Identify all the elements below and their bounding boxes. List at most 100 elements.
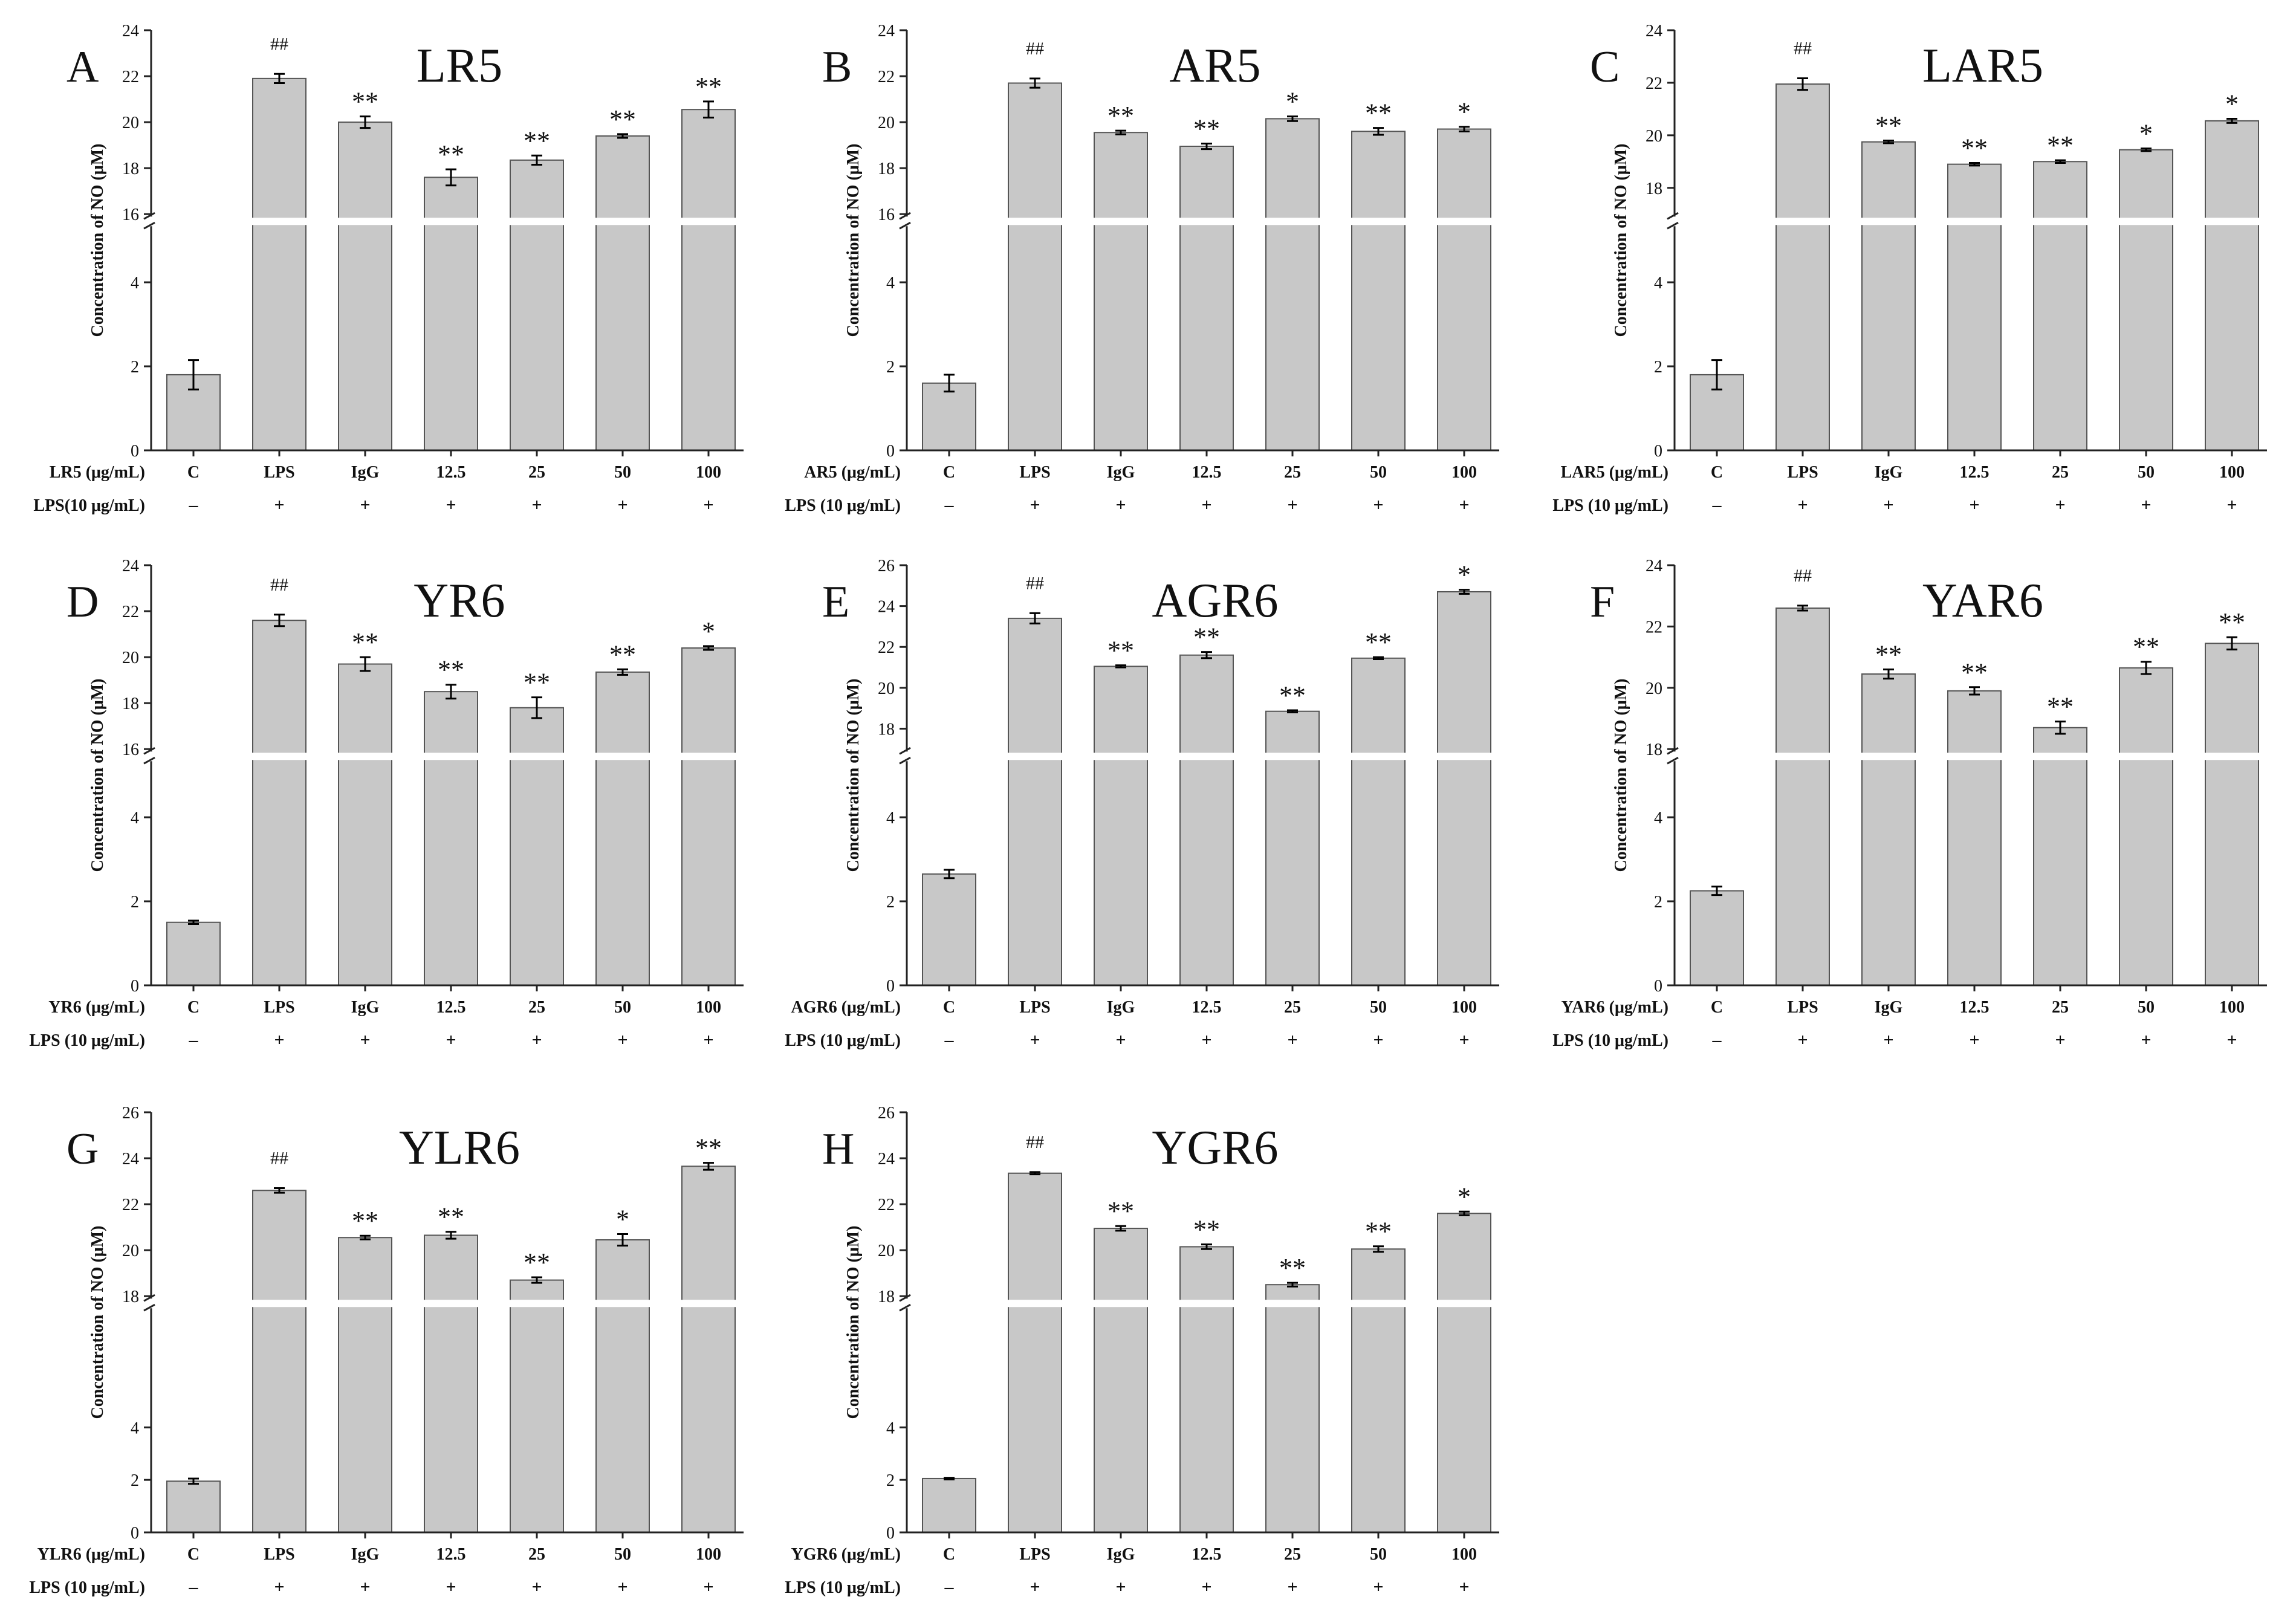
y-tick-label: 2 <box>131 1471 139 1490</box>
significance-label: ** <box>2219 608 2245 637</box>
y-tick-label: 16 <box>878 206 895 224</box>
x-tick-label: C <box>943 1545 955 1564</box>
x-tick-label: 50 <box>614 1545 631 1564</box>
y-tick-label: 26 <box>878 557 895 575</box>
bar-IgG <box>1861 141 1916 451</box>
lps-sign: + <box>2226 495 2237 515</box>
x-tick-label: IgG <box>1875 463 1903 482</box>
y-tick-label: 0 <box>1654 977 1662 996</box>
lps-sign: + <box>531 1577 542 1597</box>
y-tick-label: 4 <box>1654 274 1662 293</box>
y-tick-label: 0 <box>131 977 139 996</box>
lps-sign: + <box>617 495 628 515</box>
y-tick-label: 24 <box>878 598 895 617</box>
x-tick-label: 50 <box>614 998 631 1017</box>
lps-sign: + <box>2141 1030 2151 1050</box>
axis-break-mark <box>899 1303 911 1312</box>
bar-100 <box>681 1165 736 1533</box>
lps-sign: + <box>1797 495 1808 515</box>
axis-break-mark <box>899 221 911 230</box>
bar-12.5 <box>424 691 478 986</box>
y-tick-label: 24 <box>1646 22 1662 41</box>
y-tick-label: 20 <box>122 114 139 132</box>
significance-label: ** <box>1961 658 1988 687</box>
significance-label: ** <box>1875 111 1902 141</box>
significance-label: ** <box>352 627 378 657</box>
x-tick-label: 50 <box>1370 998 1387 1017</box>
axis-break-mark <box>143 1294 155 1302</box>
y-tick-label: 20 <box>878 1242 895 1260</box>
x-tick-label: 100 <box>1451 1545 1477 1564</box>
lps-sign: + <box>1373 495 1383 515</box>
bar-100 <box>2205 643 2259 986</box>
y-tick-label: 0 <box>886 442 895 461</box>
lps-sign: + <box>446 1577 456 1597</box>
bar-IgG <box>338 663 392 986</box>
bar-25 <box>2033 161 2087 451</box>
x-tick-label: 25 <box>528 998 545 1017</box>
lps-sign: + <box>1030 495 1040 515</box>
y-tick-label: 4 <box>886 274 895 293</box>
panel-letter: E <box>822 577 849 627</box>
axis-break-mark <box>1667 221 1679 230</box>
y-tick-label: 4 <box>886 809 895 828</box>
x-tick-label: 50 <box>614 463 631 482</box>
y-axis-label: Concentration of NO (μM) <box>88 679 107 872</box>
x-tick-label: LPS <box>264 1545 294 1564</box>
y-tick-label: 24 <box>878 1150 895 1168</box>
significance-label: ** <box>438 140 464 169</box>
y-axis-label: Concentration of NO (μM) <box>88 1226 107 1419</box>
panel-title: YAR6 <box>1922 574 2043 627</box>
bar-50 <box>1351 1248 1406 1533</box>
significance-label: ## <box>1794 566 1812 586</box>
significance-label: ** <box>524 1248 550 1277</box>
lps-sign: + <box>1201 1577 1211 1597</box>
y-tick-label: 18 <box>122 695 139 713</box>
y-axis-label: Concentration of NO (μM) <box>844 144 863 337</box>
y-tick-label: 22 <box>122 1196 139 1214</box>
significance-label: ** <box>1365 627 1392 657</box>
bar-100 <box>681 109 736 452</box>
significance-label: ## <box>270 575 288 595</box>
y-tick-label: 4 <box>131 1419 139 1437</box>
significance-label: ** <box>1193 114 1220 143</box>
x-tick-label: C <box>187 998 199 1017</box>
significance-label: ** <box>1107 101 1134 131</box>
row2-label: LPS (10 μg/mL) <box>785 1031 901 1050</box>
bar-12.5 <box>1179 146 1234 452</box>
lps-sign: + <box>1287 1577 1297 1597</box>
axis-break-mark <box>1667 756 1679 765</box>
bar-12.5 <box>1179 654 1234 986</box>
lps-sign: – <box>944 1577 955 1597</box>
panel-letter: G <box>66 1124 99 1174</box>
x-tick-label: IgG <box>351 463 380 482</box>
x-tick-label: IgG <box>1875 998 1903 1017</box>
x-tick-label: 25 <box>1284 998 1301 1017</box>
y-tick-label: 24 <box>122 1150 139 1168</box>
y-tick-label: 24 <box>122 22 139 41</box>
x-tick-label: LPS <box>264 998 294 1017</box>
bar-IgG <box>1094 666 1148 987</box>
significance-label: * <box>1458 97 1471 127</box>
bar-50 <box>1351 657 1406 987</box>
x-tick-label: LPS <box>1787 998 1818 1017</box>
bar-100 <box>2205 120 2259 452</box>
lps-sign: + <box>1459 495 1469 515</box>
lps-sign: + <box>2226 1030 2237 1050</box>
bar-IgG <box>1094 1228 1148 1534</box>
significance-label: ** <box>1365 99 1392 128</box>
x-tick-label: IgG <box>1107 1545 1135 1564</box>
lps-sign: + <box>1373 1030 1383 1050</box>
bar-50 <box>2119 667 2173 987</box>
bar-LPS <box>1008 82 1062 452</box>
x-tick-label: 50 <box>1370 1545 1387 1564</box>
bar-50 <box>1351 131 1406 452</box>
bar-LPS <box>1776 607 1830 986</box>
x-tick-label: LPS <box>1019 998 1050 1017</box>
significance-label: ** <box>609 105 636 134</box>
panel-letter: B <box>822 42 852 92</box>
